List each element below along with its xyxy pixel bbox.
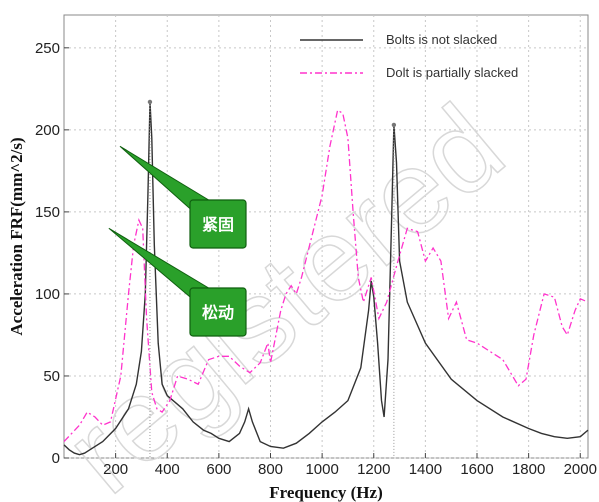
callout-label: 松动	[202, 303, 234, 322]
legend-label: Dolt is partially slacked	[386, 65, 518, 80]
callout-box	[189, 287, 247, 337]
peak-marker-dot	[147, 99, 153, 105]
x-tick-label: 1400	[409, 461, 442, 478]
x-tick-label: 1800	[512, 461, 545, 478]
x-tick-label: 2000	[564, 461, 597, 478]
x-axis-label: Frequency (Hz)	[269, 483, 382, 502]
y-tick-label: 50	[43, 368, 60, 385]
y-tick-label: 250	[35, 40, 60, 57]
y-tick-label: 0	[52, 450, 60, 467]
series-not-slacked-line	[63, 101, 589, 456]
legend: Bolts is not slacked Dolt is partially sl…	[300, 32, 518, 80]
y-tick-label: 100	[35, 286, 60, 303]
x-tick-label: 1000	[305, 461, 338, 478]
y-axis-label: Acceleration FRF(mm^2/s)	[7, 137, 26, 335]
x-tick-label: 200	[103, 461, 128, 478]
y-tick-label: 200	[35, 122, 60, 139]
callout: 紧固	[119, 145, 247, 249]
legend-label: Bolts is not slacked	[386, 32, 497, 47]
peak-marker-dot	[391, 122, 397, 128]
x-tick-label: 400	[155, 461, 180, 478]
y-tick-label: 150	[35, 204, 60, 221]
x-tick-label: 1200	[357, 461, 390, 478]
series-layer	[63, 99, 589, 458]
axes: 200 400 600 800 1000 1200 1400 1600 1800 2000 0 50 1…	[35, 40, 597, 478]
x-tick-label: 600	[206, 461, 231, 478]
x-tick-label: 800	[258, 461, 283, 478]
callout-box	[189, 199, 247, 249]
x-tick-label: 1600	[460, 461, 493, 478]
callout-label: 紧固	[202, 215, 234, 234]
callout: 松动	[108, 227, 247, 337]
